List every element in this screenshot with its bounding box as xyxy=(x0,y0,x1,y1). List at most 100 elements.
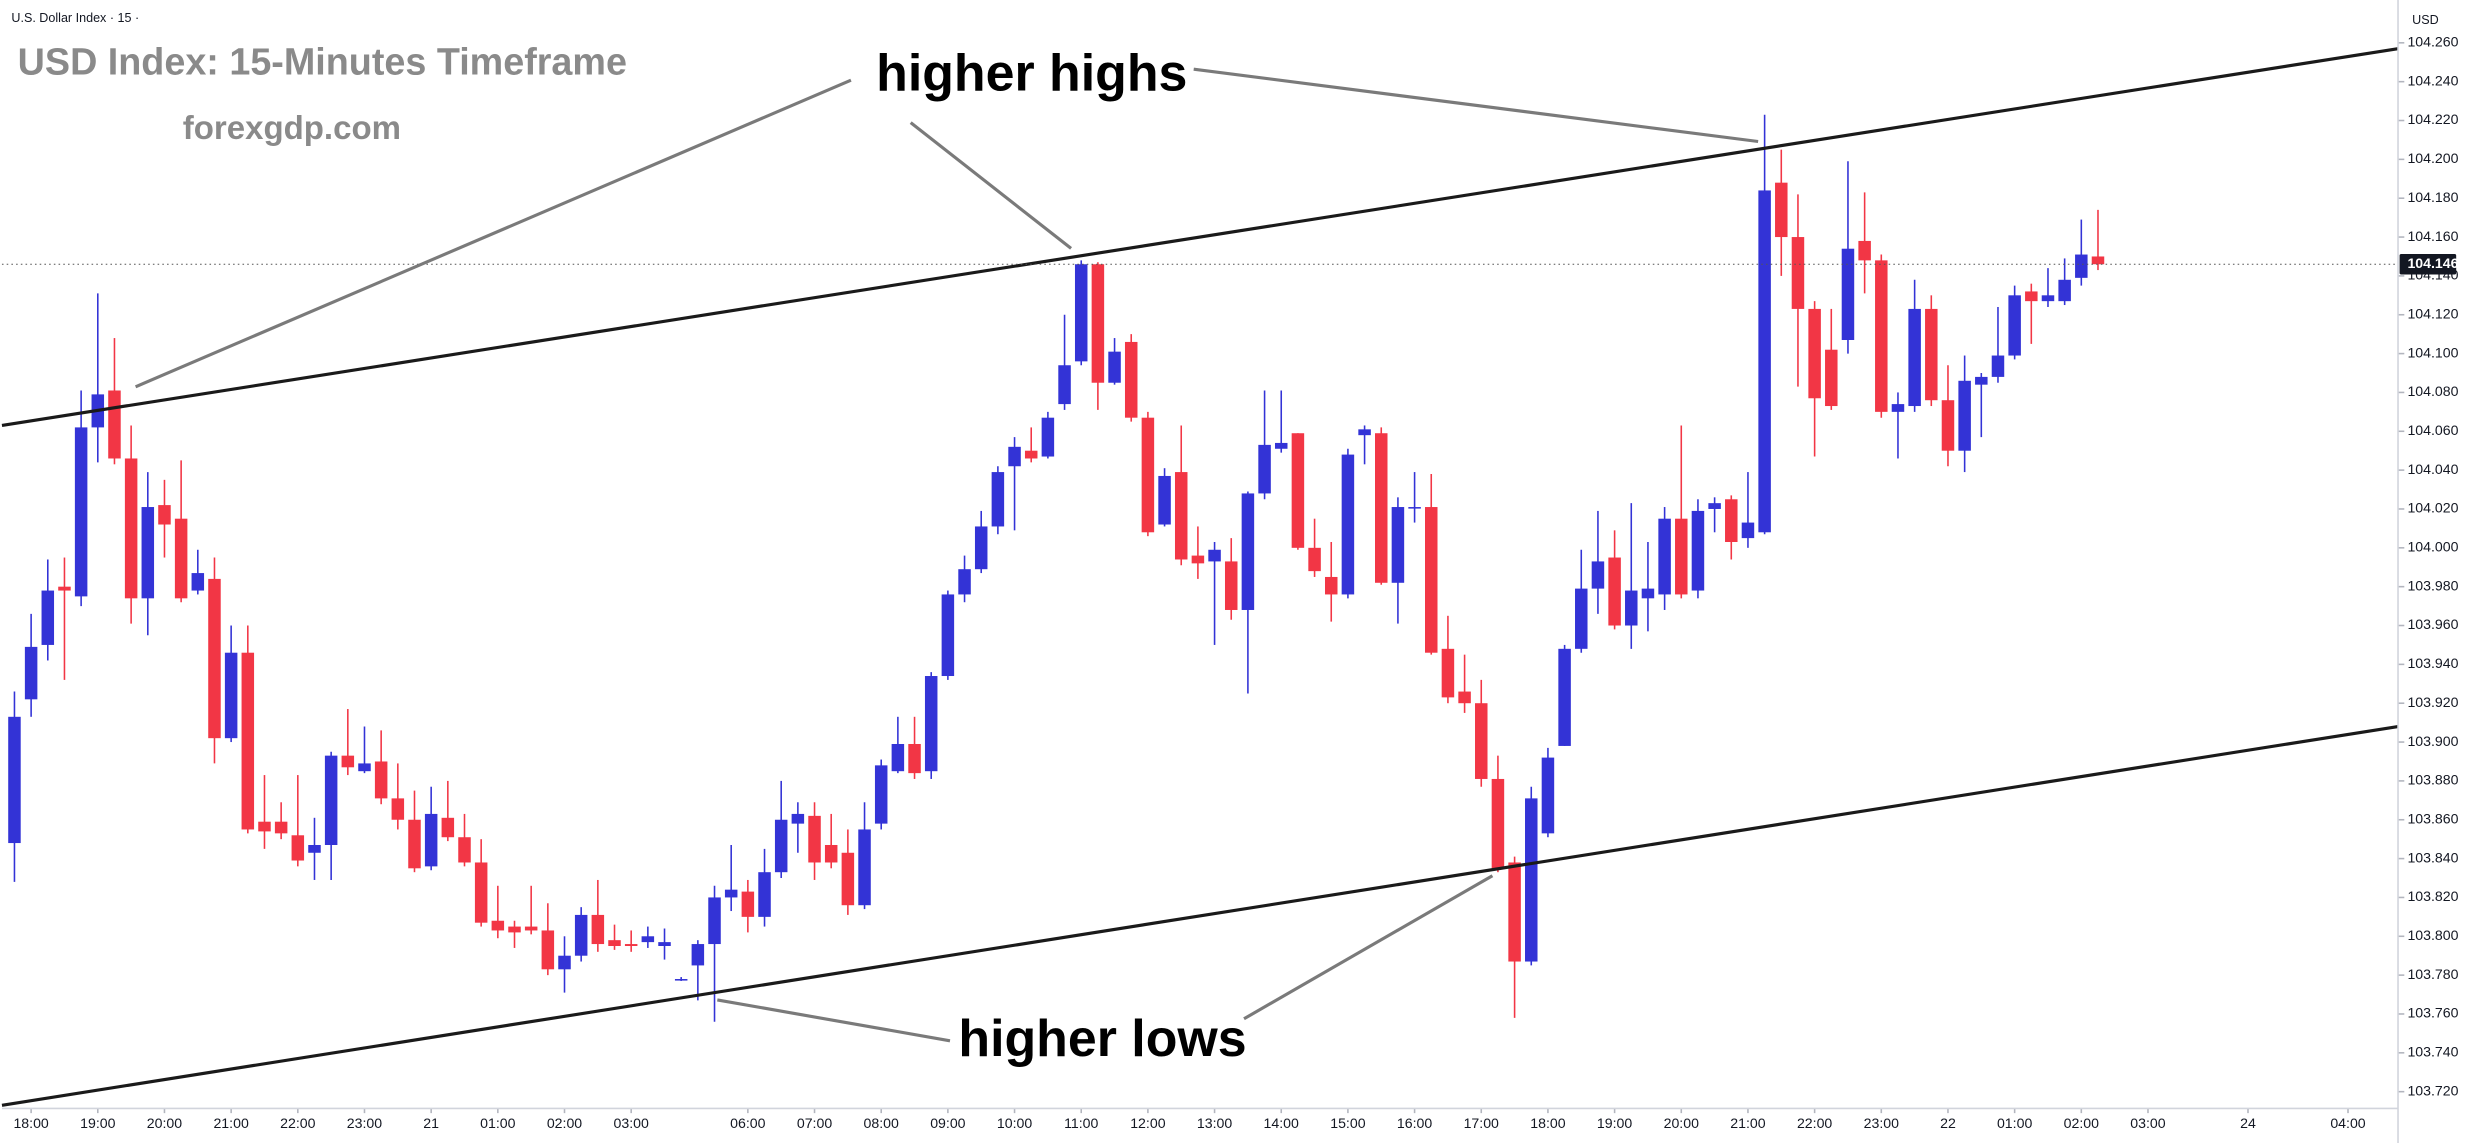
candle-body xyxy=(941,594,955,677)
x-tick-label: 03:00 xyxy=(614,1115,649,1131)
candle-body xyxy=(24,646,38,700)
candle-body xyxy=(658,942,671,946)
candle-body xyxy=(1575,588,1588,649)
candle-body xyxy=(224,652,238,739)
x-tick-label: 21 xyxy=(423,1115,439,1131)
candle-body xyxy=(341,755,355,768)
candle-body xyxy=(924,676,938,772)
candle-body xyxy=(958,569,971,595)
candle-body xyxy=(1825,349,1838,407)
y-tick-label: 103.760 xyxy=(2407,1005,2458,1021)
candle-body xyxy=(1975,376,1988,385)
y-tick-label: 104.080 xyxy=(2407,383,2458,399)
candle-body xyxy=(1675,518,1688,595)
candle-body xyxy=(1258,444,1271,494)
y-tick-label: 103.980 xyxy=(2407,577,2458,593)
candle-body xyxy=(2008,295,2021,356)
candle-body xyxy=(874,765,888,824)
x-tick-label: 08:00 xyxy=(864,1115,899,1131)
candle-body xyxy=(558,955,571,970)
candle-body xyxy=(274,821,288,834)
candle-body xyxy=(174,518,188,599)
candle-body xyxy=(208,578,221,739)
candle-body xyxy=(191,573,205,591)
y-tick-label: 104.060 xyxy=(2407,422,2458,438)
y-tick-label: 103.780 xyxy=(2407,966,2458,982)
candle-body xyxy=(1174,472,1188,560)
x-tick-label: 12:00 xyxy=(1130,1115,1165,1131)
x-tick-label: 02:00 xyxy=(547,1115,582,1131)
candle-body xyxy=(1341,454,1355,595)
candle-body xyxy=(1641,588,1655,599)
candle-body xyxy=(908,743,921,774)
candle-body xyxy=(474,862,488,923)
y-tick-label: 104.260 xyxy=(2407,34,2458,50)
candle-body xyxy=(1925,308,1938,401)
y-tick-label: 104.220 xyxy=(2407,111,2458,127)
candle-body xyxy=(141,507,155,599)
candle-body xyxy=(1908,308,1921,407)
x-tick-label: 15:00 xyxy=(1330,1115,1365,1131)
symbol-header: U.S. Dollar Index · 15 · xyxy=(11,11,139,25)
y-tick-label: 104.040 xyxy=(2407,461,2458,477)
candle-body xyxy=(524,926,538,931)
x-tick-label: 03:00 xyxy=(2130,1115,2165,1131)
x-tick-label: 23:00 xyxy=(1864,1115,1899,1131)
candle-body xyxy=(1058,365,1071,405)
x-tick-label: 02:00 xyxy=(2064,1115,2099,1131)
candle-body xyxy=(674,979,688,981)
candle-body xyxy=(491,920,505,931)
candle-body xyxy=(708,897,721,945)
candle-body xyxy=(1491,778,1505,869)
candle-body xyxy=(2025,291,2038,302)
candle-body xyxy=(574,914,588,956)
candle-body xyxy=(1991,355,2005,377)
candle-body xyxy=(974,526,988,570)
x-tick-label: 19:00 xyxy=(1597,1115,1632,1131)
candle-body xyxy=(1525,798,1538,962)
candle-body xyxy=(441,817,455,838)
chart-title: USD Index: 15-Minutes Timeframe xyxy=(18,40,627,82)
candle-body xyxy=(1391,507,1405,583)
candle-body xyxy=(1308,547,1321,572)
x-tick-label: 20:00 xyxy=(147,1115,182,1131)
candle-body xyxy=(1591,561,1605,589)
candle-body xyxy=(1041,417,1055,457)
candle-body xyxy=(1791,237,1805,309)
candle-body xyxy=(1458,691,1471,704)
candle-body xyxy=(1875,260,1888,412)
candle-body xyxy=(508,926,521,933)
y-tick-label: 104.160 xyxy=(2407,228,2458,244)
x-tick-label: 10:00 xyxy=(997,1115,1032,1131)
candle-body xyxy=(108,390,121,459)
candle-body xyxy=(1241,493,1255,610)
candle-body xyxy=(41,590,55,645)
candle-body xyxy=(1608,557,1621,626)
candle-body xyxy=(774,819,788,873)
candle-body xyxy=(1958,380,1971,451)
candle-body xyxy=(124,458,138,599)
y-tick-label: 103.740 xyxy=(2407,1044,2458,1060)
candle-body xyxy=(1558,648,1571,746)
candle-body xyxy=(1758,190,1771,533)
x-tick-label: 21:00 xyxy=(1730,1115,1765,1131)
y-tick-label: 103.960 xyxy=(2407,616,2458,632)
candle-body xyxy=(841,852,855,906)
x-tick-label: 22 xyxy=(1940,1115,1956,1131)
candle-body xyxy=(724,889,738,898)
candle-body xyxy=(1008,446,1021,467)
y-tick-label: 104.180 xyxy=(2407,189,2458,205)
candle-body xyxy=(1841,248,1855,340)
chart-subtitle: forexgdp.com xyxy=(183,109,401,146)
candle-body xyxy=(8,716,21,844)
x-tick-label: 17:00 xyxy=(1464,1115,1499,1131)
y-tick-label: 104.100 xyxy=(2407,344,2458,360)
candle-body xyxy=(374,761,388,799)
x-tick-label: 14:00 xyxy=(1264,1115,1299,1131)
trendline xyxy=(1,47,2399,428)
candle-body xyxy=(2075,254,2088,278)
x-tick-label: 22:00 xyxy=(1797,1115,1832,1131)
candle-body xyxy=(358,763,371,772)
candle-body xyxy=(1508,862,1521,962)
